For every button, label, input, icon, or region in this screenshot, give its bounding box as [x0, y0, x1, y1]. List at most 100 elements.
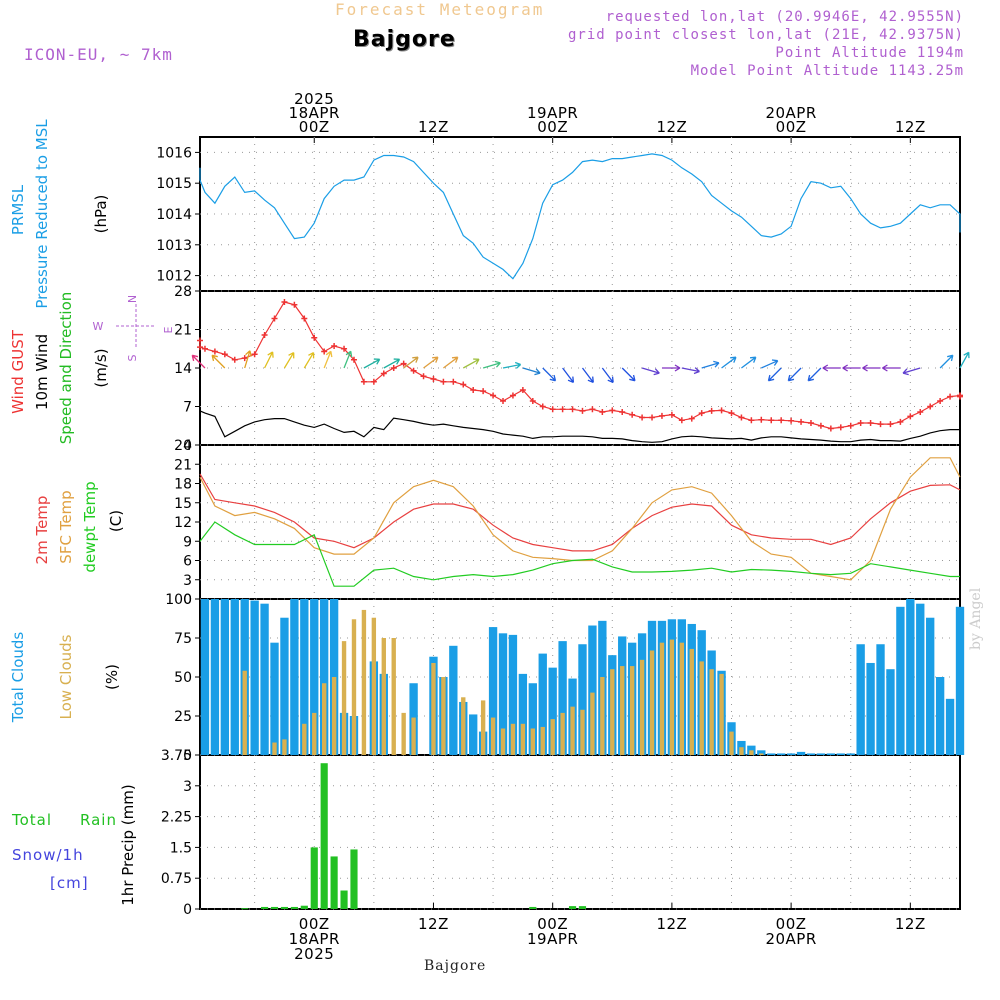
total-cloud-bar — [876, 644, 885, 755]
wind-direction-arrow — [343, 350, 353, 369]
gust-marker — [400, 360, 407, 367]
y-tick-label: 1012 — [156, 269, 192, 285]
wind-direction-arrow — [482, 360, 501, 369]
wind-direction-arrow — [787, 367, 802, 382]
low-cloud-bar — [620, 666, 625, 755]
wind-direction-arrow — [807, 367, 822, 382]
low-cloud-bar — [480, 700, 486, 755]
gust-marker — [211, 348, 218, 355]
total-cloud-bar — [935, 677, 945, 755]
y-tick-label: 14 — [174, 361, 192, 377]
line-marks — [191, 153, 970, 587]
gust-marker — [450, 378, 457, 385]
y-tick-label: 0 — [183, 902, 192, 918]
total-cloud-bar — [270, 642, 279, 755]
wind-direction-arrow — [462, 358, 480, 369]
gust-marker — [251, 351, 258, 358]
low-cloud-bar — [649, 650, 655, 755]
grid-point-coords: grid point closest lon,lat (21E, 42.9375… — [567, 27, 964, 43]
gust-marker — [698, 410, 705, 417]
gust-marker — [281, 299, 288, 305]
low-cloud-bar — [749, 750, 754, 755]
wind-direction-arrow — [842, 364, 861, 372]
gust-marker — [301, 315, 308, 322]
bottom-time-label: 12Z — [895, 915, 926, 933]
total-cloud-bar — [916, 603, 925, 755]
total-cloud-bar — [856, 644, 865, 755]
point-altitude: Point Altitude 1194m — [775, 45, 964, 61]
top-time-label: 12Z — [418, 118, 449, 136]
total-cloud-bar — [528, 683, 537, 755]
gust-marker — [718, 407, 725, 414]
gust-marker — [341, 345, 348, 352]
gust-marker — [430, 376, 437, 382]
wind-direction-arrow — [502, 361, 522, 369]
gust-marker — [599, 409, 606, 415]
low-cloud-bar — [391, 638, 396, 755]
total-cloud-bar — [796, 751, 806, 755]
low-cloud-bar — [272, 742, 277, 755]
low-cloud-bar — [729, 731, 734, 755]
label-1hr-precip: 1hr Precip (mm) — [119, 784, 137, 905]
total-cloud-bar — [260, 603, 269, 755]
y-tick-label: 3 — [183, 779, 192, 795]
rain-bar — [300, 905, 308, 909]
gust-marker — [748, 417, 755, 424]
bottom-time-label: 00Z — [537, 915, 568, 933]
gust-marker — [937, 398, 944, 404]
bottom-time-label: 18APR — [289, 930, 340, 948]
gust-marker — [360, 378, 367, 385]
total-cloud-bar — [896, 606, 905, 755]
gust-marker — [559, 406, 566, 413]
low-cloud-bar — [659, 642, 665, 755]
low-cloud-bar — [312, 712, 317, 755]
gust-marker — [201, 345, 208, 352]
low-cloud-bar — [570, 706, 575, 755]
low-cloud-bar — [679, 642, 685, 755]
gust-marker — [370, 378, 377, 385]
low-cloud-bar — [401, 712, 406, 755]
gust-marker — [311, 334, 318, 341]
label-speed-direction: Speed and Direction — [57, 292, 75, 445]
total-cloud-bar — [578, 644, 587, 755]
bottom-time-label: 00Z — [776, 915, 807, 933]
gust-marker — [927, 403, 934, 410]
gust-marker — [758, 416, 765, 423]
low-cloud-bar — [739, 747, 744, 755]
grid-lines — [200, 137, 960, 910]
gust-marker — [460, 381, 467, 388]
top-time-label: 00Z — [299, 118, 330, 136]
rain-bar — [290, 906, 298, 909]
low-cloud-bar — [461, 697, 466, 755]
gust-marker — [221, 351, 228, 358]
model-label: ICON-EU, ~ 7km — [24, 45, 173, 64]
rain-bar — [280, 906, 289, 909]
gust-marker — [678, 417, 685, 424]
label-percent: (%) — [103, 664, 121, 690]
top-time-label: 12Z — [895, 118, 926, 136]
total-cloud-bar — [280, 617, 289, 755]
gust-marker — [639, 414, 646, 421]
gust-marker — [947, 393, 954, 400]
gust-marker — [420, 373, 427, 380]
total-cloud-bar — [955, 606, 965, 755]
low-cloud-bar — [351, 619, 357, 755]
top-time-label: 00Z — [776, 118, 807, 136]
label-sfc-temp: SFC Temp — [57, 490, 75, 563]
bottom-time-label: 12Z — [418, 915, 449, 933]
top-time-label: 12Z — [656, 118, 687, 136]
label-total-clouds: Total Clouds — [9, 632, 27, 724]
total-cloud-bar — [846, 753, 855, 755]
y-tick-label: 24 — [174, 438, 192, 454]
wind-direction-arrow — [303, 351, 315, 369]
gust-marker — [817, 422, 824, 429]
wind-direction-arrow — [601, 367, 614, 384]
low-cloud-bar — [520, 723, 526, 755]
total-cloud-bar — [558, 641, 567, 755]
compass-cross — [116, 304, 156, 348]
compass-e: E — [162, 326, 175, 333]
total-cloud-bar — [210, 599, 220, 755]
label-total: Total — [11, 811, 52, 829]
gust-marker — [529, 398, 536, 404]
total-cloud-bar — [588, 625, 597, 755]
